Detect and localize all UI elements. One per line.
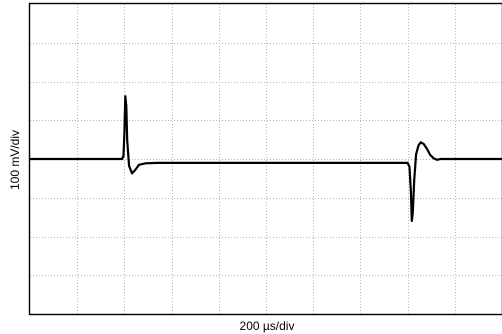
x-axis-label: 200 µs/div (240, 319, 295, 333)
signal-trace (28, 95, 502, 223)
grid (30, 4, 502, 314)
y-axis-label: 100 mV/div (8, 130, 22, 190)
